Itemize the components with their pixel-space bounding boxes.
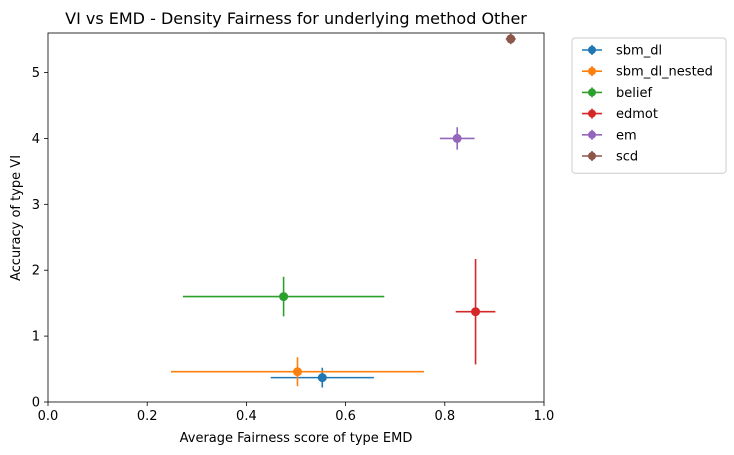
data-point	[471, 307, 481, 317]
y-tick-label: 0	[32, 396, 40, 411]
data-point	[317, 373, 327, 383]
legend-item-belief: belief	[582, 86, 652, 101]
legend-frame	[571, 37, 727, 174]
legend-marker-dot	[588, 109, 596, 118]
chart-title: VI vs EMD - Density Fairness for underly…	[65, 9, 527, 28]
x-axis-label: Average Fairness score of type EMD	[180, 431, 413, 446]
legend-item-em: em	[582, 128, 637, 143]
legend-marker-dot	[588, 67, 596, 76]
series-sbm_dl	[270, 367, 374, 388]
legend-item-sbm_dl: sbm_dl	[582, 44, 662, 59]
x-tick-label: 0.8	[434, 409, 455, 424]
plot-frame	[47, 32, 545, 403]
legend-marker-dot	[588, 46, 596, 54]
legend-label: belief	[616, 86, 652, 101]
legend-label: scd	[616, 150, 638, 165]
y-tick-label: 3	[32, 198, 40, 213]
x-tick-label: 1.0	[534, 409, 555, 424]
x-tick-label: 0.4	[236, 409, 257, 424]
data-point	[292, 367, 302, 377]
legend-label: sbm_dl	[616, 44, 662, 59]
data-point	[452, 133, 462, 143]
x-tick-label: 0.6	[335, 409, 356, 424]
legend-marker-dot	[588, 152, 596, 160]
series-edmot	[455, 259, 496, 365]
legend-label: em	[616, 128, 637, 143]
y-tick-label: 2	[32, 264, 40, 279]
legend-marker-dot	[588, 130, 596, 139]
series-em	[439, 127, 475, 150]
legend-item-sbm_dl_nested: sbm_dl_nested	[582, 65, 713, 80]
y-axis: 0 1 2 3 4 5	[32, 66, 48, 411]
y-tick-label: 4	[32, 132, 40, 147]
plot-area	[47, 32, 545, 403]
legend-item-edmot: edmot	[582, 107, 658, 122]
legend-item-scd: scd	[582, 150, 638, 165]
legend-label: edmot	[616, 107, 658, 122]
legend-marker-dot	[588, 88, 596, 97]
legend-label: sbm_dl_nested	[616, 65, 713, 80]
series-sbm_dl_nested	[171, 357, 424, 387]
series-scd	[505, 33, 516, 45]
y-axis-label: Accuracy of type VI	[9, 155, 24, 281]
x-tick-label: 0.2	[137, 409, 158, 424]
x-tick-label: 0.0	[38, 409, 59, 424]
series-belief	[182, 276, 385, 317]
y-tick-label: 5	[32, 66, 40, 81]
data-point	[506, 34, 516, 44]
x-axis: 0.0 0.2 0.4 0.6 0.8 1.0	[38, 402, 555, 424]
y-tick-label: 1	[32, 330, 40, 345]
data-point	[279, 292, 289, 302]
